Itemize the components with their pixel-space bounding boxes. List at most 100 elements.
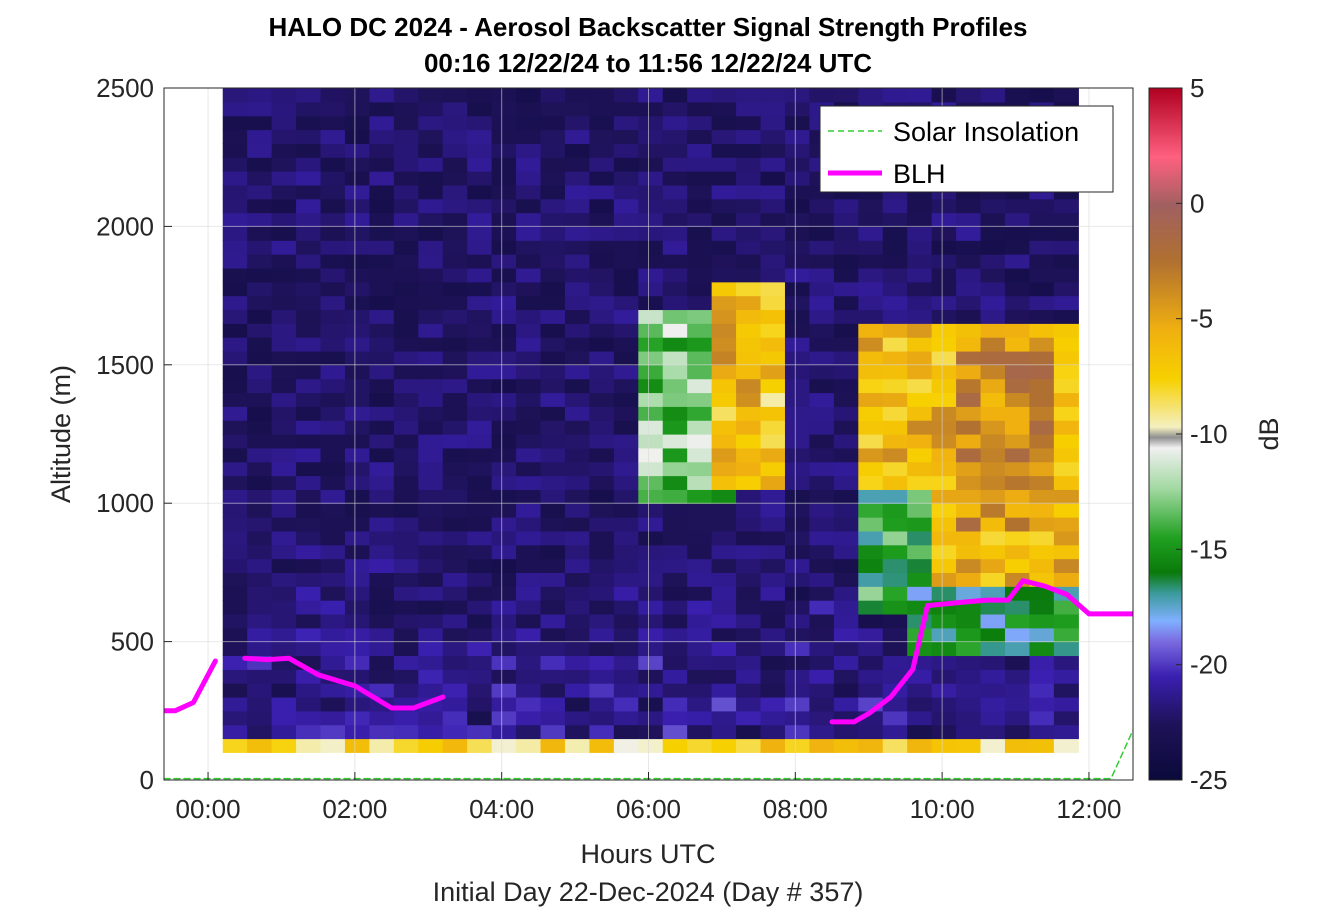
heatmap-cell — [882, 198, 908, 214]
heatmap-cell — [442, 544, 468, 560]
heatmap-cell — [1029, 240, 1055, 255]
heatmap-cell — [540, 613, 566, 629]
heatmap-cell — [1004, 600, 1031, 615]
heatmap-cell — [907, 434, 933, 449]
heatmap-cell — [858, 323, 884, 338]
heatmap-cell — [638, 655, 664, 670]
heatmap-cell — [369, 558, 395, 573]
heatmap-cell — [491, 586, 517, 601]
heatmap-cell — [1004, 696, 1031, 712]
heatmap-cell — [418, 641, 444, 657]
heatmap-cell — [1029, 350, 1055, 366]
heatmap-cell — [564, 392, 591, 407]
heatmap-cell — [540, 157, 566, 172]
heatmap-cell — [882, 434, 908, 449]
heatmap-cell — [833, 212, 859, 227]
heatmap-cell — [980, 724, 1006, 740]
heatmap-cell — [564, 88, 591, 103]
heatmap-cell — [369, 171, 395, 186]
heatmap-cell — [687, 572, 713, 587]
heatmap-cell — [638, 378, 664, 394]
heatmap-cell — [442, 364, 468, 380]
heatmap-cell — [467, 101, 493, 117]
heatmap-cell — [1029, 364, 1055, 380]
heatmap-cell — [1004, 281, 1031, 297]
heatmap-cell — [418, 447, 444, 463]
heatmap-cell — [613, 226, 639, 241]
heatmap-cell — [442, 157, 468, 172]
heatmap-cell — [418, 295, 444, 311]
heatmap-cell — [296, 198, 322, 214]
heatmap-cell — [491, 323, 517, 338]
heatmap-cell — [418, 184, 444, 200]
heatmap-cell — [418, 157, 444, 172]
heatmap-cell — [711, 627, 737, 643]
heatmap-cell — [736, 254, 762, 269]
heatmap-cell — [956, 392, 982, 407]
heatmap-cell — [736, 627, 762, 643]
heatmap-cell — [931, 240, 957, 255]
heatmap-cell — [491, 378, 517, 394]
heatmap-cell — [1053, 350, 1079, 366]
heatmap-cell — [907, 392, 933, 407]
heatmap-cell — [344, 517, 370, 532]
heatmap-cell — [344, 710, 370, 726]
heatmap-cell — [760, 157, 786, 172]
heatmap-cell — [369, 267, 395, 283]
heatmap-cell — [393, 101, 419, 117]
heatmap-cell — [638, 489, 664, 504]
heatmap-cell — [956, 434, 982, 449]
heatmap-cell — [467, 461, 493, 477]
heatmap-cell — [393, 115, 419, 131]
heatmap-cell — [296, 129, 322, 144]
heatmap-cell — [393, 184, 419, 200]
heatmap-cell — [296, 184, 322, 200]
heatmap-cell — [931, 295, 957, 311]
heatmap-cell — [956, 447, 982, 463]
heatmap-cell — [956, 461, 982, 477]
heatmap-cell — [418, 281, 444, 297]
heatmap-cell — [638, 254, 664, 269]
heatmap-cell — [516, 530, 542, 546]
heatmap-cell — [1029, 461, 1055, 477]
heatmap-cell — [418, 406, 444, 421]
heatmap-cell — [344, 503, 370, 518]
heatmap-cell — [222, 696, 248, 712]
heatmap-cell — [931, 503, 957, 518]
heatmap-cell — [638, 337, 664, 352]
heatmap-cell — [613, 655, 639, 670]
heatmap-cell — [760, 544, 786, 560]
heatmap-cell — [1029, 544, 1055, 560]
heatmap-cell — [736, 350, 762, 366]
heatmap-cell — [931, 558, 957, 573]
heatmap-cell — [247, 489, 273, 504]
heatmap-cell — [809, 724, 835, 740]
heatmap-cell — [442, 461, 468, 477]
heatmap-cell — [613, 710, 639, 726]
heatmap-cell — [418, 254, 444, 269]
heatmap-cell — [613, 696, 639, 712]
heatmap-cell — [809, 212, 835, 227]
heatmap-cell — [247, 530, 273, 546]
heatmap-cell — [931, 572, 957, 587]
heatmap-cell — [344, 447, 370, 463]
heatmap-cell — [736, 710, 762, 726]
heatmap-cell — [833, 337, 859, 352]
heatmap-cell — [736, 115, 762, 131]
heatmap-cell — [344, 558, 370, 573]
heatmap-cell — [638, 88, 664, 103]
heatmap-cell — [784, 350, 811, 366]
heatmap-cell — [1029, 323, 1055, 338]
heatmap-cell — [296, 683, 322, 698]
heatmap-cell — [809, 738, 835, 753]
heatmap-cell — [760, 517, 786, 532]
heatmap-cell — [320, 254, 346, 269]
heatmap-cell — [687, 503, 713, 518]
heatmap-cell — [687, 88, 713, 103]
heatmap-cell — [344, 143, 370, 158]
heatmap-cell — [711, 406, 737, 421]
heatmap-cell — [736, 586, 762, 601]
heatmap-cell — [540, 212, 566, 227]
heatmap-cell — [491, 447, 517, 463]
heatmap-cell — [491, 503, 517, 518]
